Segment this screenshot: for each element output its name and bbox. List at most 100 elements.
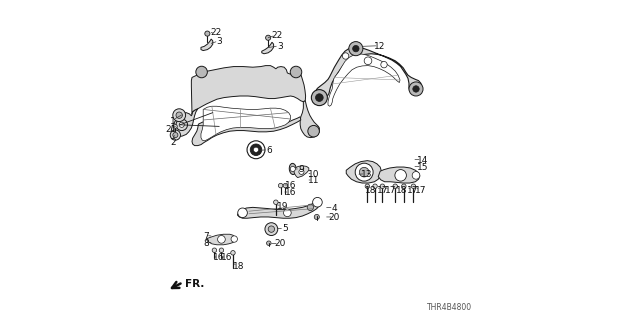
Polygon shape — [378, 167, 420, 183]
Circle shape — [253, 147, 259, 152]
Circle shape — [365, 184, 370, 188]
Circle shape — [196, 66, 207, 78]
Circle shape — [274, 200, 278, 204]
Text: 19: 19 — [277, 202, 288, 211]
Circle shape — [173, 124, 177, 128]
Circle shape — [231, 251, 236, 255]
Text: 16: 16 — [285, 188, 296, 197]
Text: 2: 2 — [170, 138, 175, 147]
Circle shape — [349, 42, 363, 56]
Circle shape — [299, 169, 304, 174]
Text: THR4B4800: THR4B4800 — [427, 303, 472, 312]
Text: 22: 22 — [211, 28, 221, 36]
Circle shape — [247, 141, 265, 159]
Polygon shape — [207, 234, 236, 245]
Text: 10: 10 — [308, 170, 319, 179]
Circle shape — [176, 119, 188, 131]
Circle shape — [381, 61, 387, 68]
Polygon shape — [172, 109, 198, 137]
Text: 16: 16 — [285, 181, 296, 190]
Circle shape — [364, 57, 372, 65]
Polygon shape — [191, 66, 306, 115]
Circle shape — [359, 167, 369, 177]
Text: 6: 6 — [266, 146, 271, 155]
Circle shape — [395, 170, 406, 181]
Circle shape — [307, 204, 314, 211]
Text: 4: 4 — [332, 204, 337, 212]
Circle shape — [355, 163, 373, 181]
Text: 9: 9 — [298, 165, 303, 174]
Circle shape — [268, 226, 275, 232]
Polygon shape — [314, 47, 422, 101]
Text: 20: 20 — [275, 239, 285, 248]
Circle shape — [409, 82, 423, 96]
Ellipse shape — [289, 164, 296, 174]
Text: 15: 15 — [417, 163, 428, 172]
Text: 3: 3 — [216, 37, 222, 46]
Text: 18: 18 — [233, 262, 244, 271]
Circle shape — [393, 184, 397, 188]
Text: 7: 7 — [204, 232, 209, 241]
Circle shape — [308, 125, 319, 137]
Circle shape — [412, 172, 420, 179]
Circle shape — [291, 66, 302, 78]
Circle shape — [402, 184, 406, 188]
Circle shape — [284, 209, 291, 217]
Text: 17: 17 — [377, 186, 388, 195]
Text: 17: 17 — [415, 186, 426, 195]
Text: 18: 18 — [365, 186, 377, 195]
Text: 3: 3 — [277, 42, 283, 51]
Circle shape — [380, 184, 385, 188]
Text: FR.: FR. — [185, 279, 204, 289]
Circle shape — [173, 132, 178, 138]
Circle shape — [231, 236, 237, 242]
Polygon shape — [262, 42, 274, 54]
Polygon shape — [201, 106, 291, 141]
Polygon shape — [328, 54, 400, 106]
Text: 17: 17 — [385, 186, 396, 195]
Text: 16: 16 — [214, 253, 225, 262]
Circle shape — [413, 86, 419, 92]
Text: 11: 11 — [308, 176, 319, 185]
Text: 21: 21 — [166, 125, 177, 134]
Circle shape — [314, 214, 319, 220]
Circle shape — [342, 53, 349, 59]
Circle shape — [238, 208, 248, 218]
Circle shape — [290, 166, 295, 172]
Circle shape — [205, 31, 210, 36]
Circle shape — [316, 94, 323, 101]
Text: 17: 17 — [407, 186, 419, 195]
Text: 22: 22 — [271, 31, 282, 40]
Text: 5: 5 — [282, 224, 287, 233]
Circle shape — [179, 122, 184, 127]
Polygon shape — [294, 166, 309, 178]
Text: 16: 16 — [221, 253, 233, 262]
Polygon shape — [192, 117, 301, 146]
Circle shape — [283, 183, 288, 188]
Circle shape — [267, 241, 271, 245]
Text: 1: 1 — [170, 117, 175, 126]
Circle shape — [412, 184, 416, 188]
Circle shape — [170, 130, 180, 140]
Circle shape — [312, 197, 323, 207]
Text: 12: 12 — [374, 42, 385, 51]
Polygon shape — [300, 101, 319, 138]
Circle shape — [176, 112, 182, 118]
Circle shape — [265, 223, 278, 236]
Text: 18: 18 — [396, 186, 407, 195]
Circle shape — [372, 184, 378, 188]
Circle shape — [212, 248, 216, 252]
Circle shape — [266, 35, 271, 40]
Text: 14: 14 — [417, 156, 428, 164]
Text: 20: 20 — [329, 213, 340, 222]
Circle shape — [219, 248, 224, 252]
Circle shape — [353, 45, 359, 52]
Polygon shape — [237, 199, 320, 218]
Polygon shape — [201, 39, 212, 51]
Text: 13: 13 — [361, 170, 372, 179]
Circle shape — [312, 90, 328, 106]
Circle shape — [173, 109, 186, 122]
Circle shape — [218, 236, 225, 243]
Circle shape — [278, 183, 283, 188]
Circle shape — [250, 144, 262, 156]
